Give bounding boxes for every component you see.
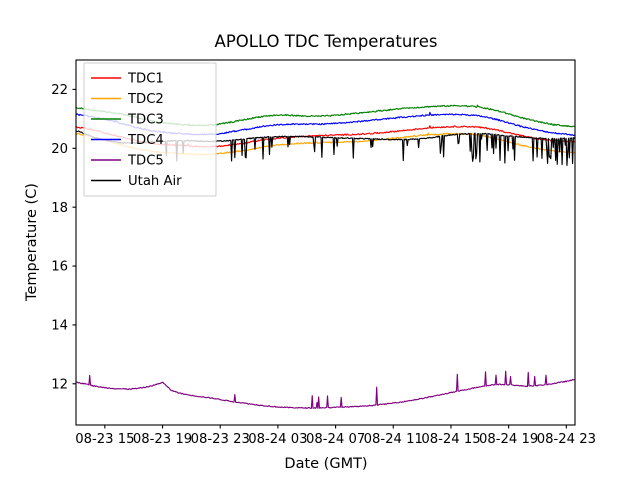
x-tick-label: 08-24 03 (248, 432, 307, 447)
x-tick-label: 08-24 07 (306, 432, 365, 447)
y-axis-title: Temperature (C) (24, 183, 40, 302)
x-tick-label: 08-24 15 (421, 432, 480, 447)
y-tick-label: 14 (51, 319, 68, 334)
chart-title: APOLLO TDC Temperatures (215, 32, 438, 51)
x-tick-label: 08-24 19 (479, 432, 538, 447)
x-tick-label: 08-23 23 (191, 432, 250, 447)
chart-legend: TDC1 TDC2 TDC3 TDC4 TDC5 Utah Air (83, 62, 217, 197)
y-tick-label: 12 (51, 377, 68, 392)
x-axis-title: Date (GMT) (284, 456, 367, 472)
y-tick-label: 18 (51, 201, 68, 216)
y-tick-label: 16 (51, 260, 68, 275)
plot-frame (75, 59, 576, 426)
x-tick-label: 08-24 11 (364, 432, 423, 447)
legend-label-tdc2: TDC2 (127, 92, 164, 107)
legend-frame (83, 62, 217, 197)
legend-label-tdc4: TDC4 (127, 133, 164, 148)
series-line-tdc5 (75, 370, 576, 409)
legend-label-tdc3: TDC3 (127, 113, 164, 128)
x-tick-label: 08-23 19 (133, 432, 192, 447)
y-axis: 12 14 16 18 20 22 (51, 83, 76, 392)
y-tick-label: 20 (51, 142, 68, 157)
x-tick-label: 08-23 15 (75, 432, 134, 447)
x-tick-label: 08-24 23 (537, 432, 596, 447)
legend-label-tdc5: TDC5 (127, 154, 164, 169)
legend-label-tdc1: TDC1 (127, 72, 164, 87)
y-tick-label: 22 (51, 83, 68, 98)
legend-label-utah-air: Utah Air (128, 174, 182, 189)
